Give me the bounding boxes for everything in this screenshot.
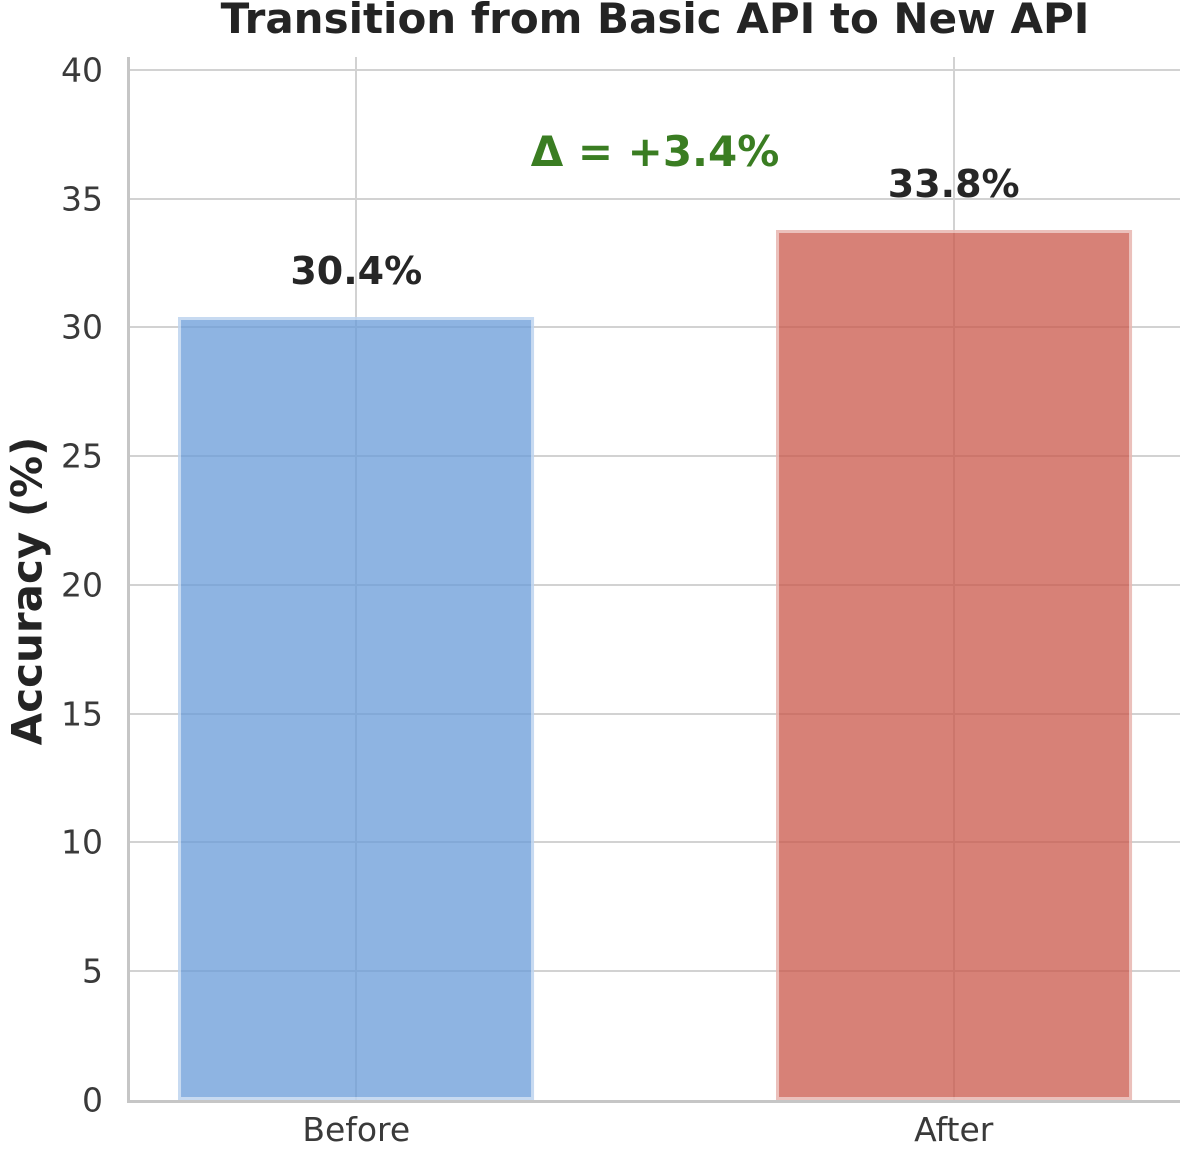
bar-before	[178, 317, 535, 1100]
y-tick-label-0: 0	[82, 1080, 103, 1120]
y-axis-spine	[127, 57, 130, 1103]
bars-layer	[130, 57, 1180, 1100]
y-tick-label-25: 25	[61, 436, 103, 476]
y-tick-label-10: 10	[61, 822, 103, 862]
bar-value-label-before: 30.4%	[290, 249, 423, 294]
plot-area: Δ = +3.4% 0 5 10 15 20 25 30 35 40 30.4% Before 33.…	[61, 53, 1180, 1149]
chart-title: Transition from Basic API to New API	[220, 0, 1090, 43]
y-tick-label-20: 20	[61, 565, 103, 605]
y-gridline-35	[130, 197, 1180, 200]
x-axis-spine	[127, 1100, 1180, 1103]
y-gridline-20	[130, 583, 1180, 586]
y-gridline-30	[130, 326, 1180, 329]
x-tick-label-after: After	[914, 1110, 994, 1149]
x-tick-label-before: Before	[302, 1110, 411, 1149]
y-tick-label-30: 30	[61, 307, 103, 347]
y-gridline-10	[130, 841, 1180, 844]
y-gridline-40	[130, 68, 1180, 71]
y-tick-label-5: 5	[82, 951, 103, 991]
delta-annotation: Δ = +3.4%	[530, 126, 780, 176]
bar-value-label-after: 33.8%	[887, 161, 1020, 206]
bar-after	[775, 229, 1132, 1100]
y-gridline-5	[130, 970, 1180, 973]
y-gridline-15	[130, 712, 1180, 715]
y-gridline-25	[130, 455, 1180, 458]
y-tick-label-15: 15	[61, 694, 103, 734]
y-tick-label-40: 40	[61, 50, 103, 90]
y-tick-label-35: 35	[61, 179, 103, 219]
